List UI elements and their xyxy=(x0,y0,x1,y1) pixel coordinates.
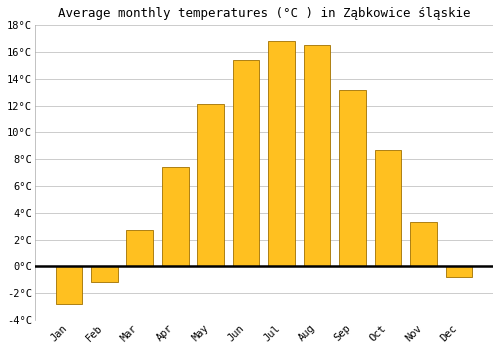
Bar xyxy=(198,104,224,266)
Bar xyxy=(339,90,366,266)
Bar xyxy=(374,150,402,266)
Bar xyxy=(56,266,82,304)
Bar xyxy=(268,41,295,266)
Bar xyxy=(91,266,118,282)
Bar xyxy=(126,230,153,266)
Title: Average monthly temperatures (°C ) in Ząbkowice śląskie: Average monthly temperatures (°C ) in Zą… xyxy=(58,7,470,20)
Bar xyxy=(233,60,260,266)
Bar xyxy=(410,222,437,266)
Bar xyxy=(304,46,330,266)
Bar xyxy=(162,167,188,266)
Bar xyxy=(446,266,472,277)
